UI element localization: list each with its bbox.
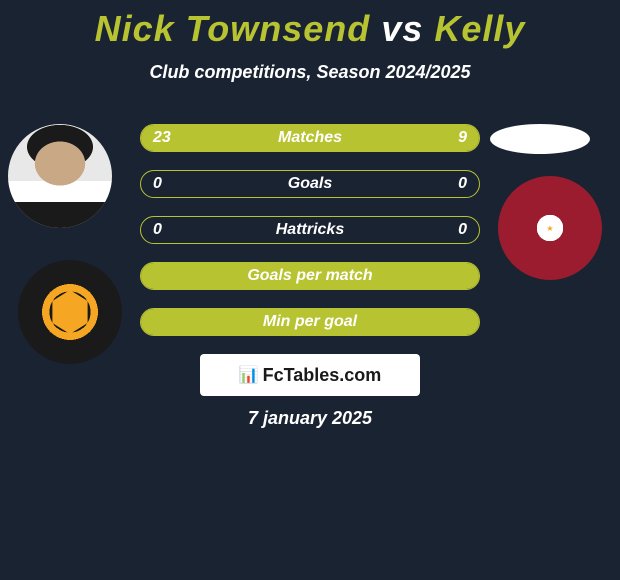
bar-label: Matches <box>141 125 479 151</box>
date-text: 7 january 2025 <box>0 408 620 429</box>
stat-bars: 239Matches 00Goals 00Hattricks Goals per ma… <box>140 124 480 354</box>
bar-label: Goals per match <box>141 263 479 289</box>
stat-bar-row: 00Hattricks <box>140 216 480 244</box>
watermark-text: FcTables.com <box>263 365 382 386</box>
vs-text: vs <box>381 8 423 49</box>
stat-bar-row: Min per goal <box>140 308 480 336</box>
subtitle: Club competitions, Season 2024/2025 <box>0 62 620 83</box>
bar-label: Goals <box>141 171 479 197</box>
player2-club-badge: ★ <box>498 176 602 280</box>
watermark: 📊 FcTables.com <box>200 354 420 396</box>
chart-icon: 📊 <box>239 365 259 385</box>
club-crest-icon <box>48 290 92 334</box>
bar-label: Hattricks <box>141 217 479 243</box>
player1-club-badge <box>18 260 122 364</box>
stat-bar-row: 00Goals <box>140 170 480 198</box>
player1-avatar <box>8 124 112 228</box>
player1-face-icon <box>8 124 112 228</box>
player2-avatar <box>490 124 590 154</box>
player1-name: Nick Townsend <box>95 8 371 49</box>
player2-name: Kelly <box>434 8 525 49</box>
comparison-title: Nick Townsend vs Kelly <box>0 0 620 50</box>
stat-bar-row: Goals per match <box>140 262 480 290</box>
bar-label: Min per goal <box>141 309 479 335</box>
club-crest-icon: ★ <box>546 224 553 233</box>
stat-bar-row: 239Matches <box>140 124 480 152</box>
